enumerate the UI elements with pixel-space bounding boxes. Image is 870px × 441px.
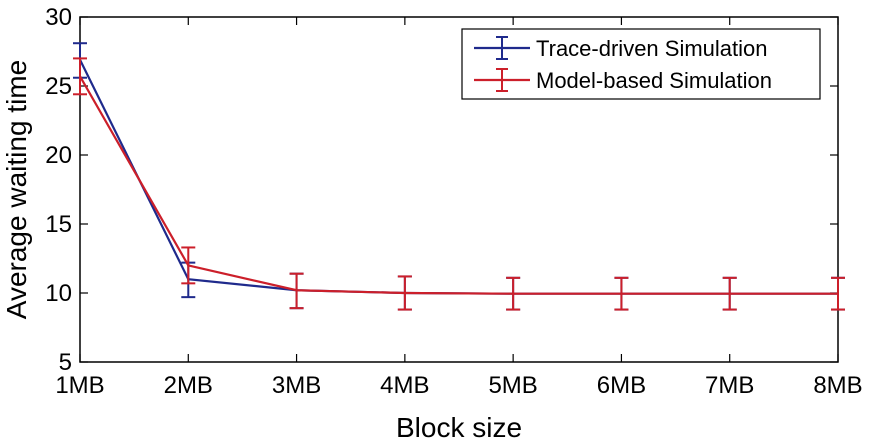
legend-box [461,28,821,100]
series-layer [73,42,845,311]
series-line [79,75,838,295]
y-tick-label: 30 [45,4,72,31]
legend-label: Model-based Simulation [536,68,772,93]
y-tick-label: 25 [45,73,72,100]
legend-label: Trace-driven Simulation [536,36,768,61]
x-tick-label: 5MB [488,372,537,399]
y-tick-label: 10 [45,280,72,307]
y-axis-label: Average waiting time [1,60,32,319]
plot-frame [79,16,839,363]
axes: 5 10 15 20 25 30 1MB 2MB 3MB 4MB 5MB 6MB 7MB 8MB [45,4,862,399]
x-tick-label: 3MB [272,372,321,399]
y-tick-label: 15 [45,211,72,238]
x-axis-label: Block size [396,412,522,441]
x-tick-label: 6MB [597,372,646,399]
x-tick-label: 2MB [164,372,213,399]
x-tick-label: 8MB [813,372,862,399]
x-tick-label: 4MB [380,372,429,399]
series-2 [73,57,845,311]
y-tick-label: 20 [45,142,72,169]
x-tick-label: 1MB [55,372,104,399]
x-tick-label: 7MB [705,372,754,399]
legend: Trace-driven Simulation Model-based Simul… [461,28,821,100]
y-tick-label: 5 [59,349,72,376]
